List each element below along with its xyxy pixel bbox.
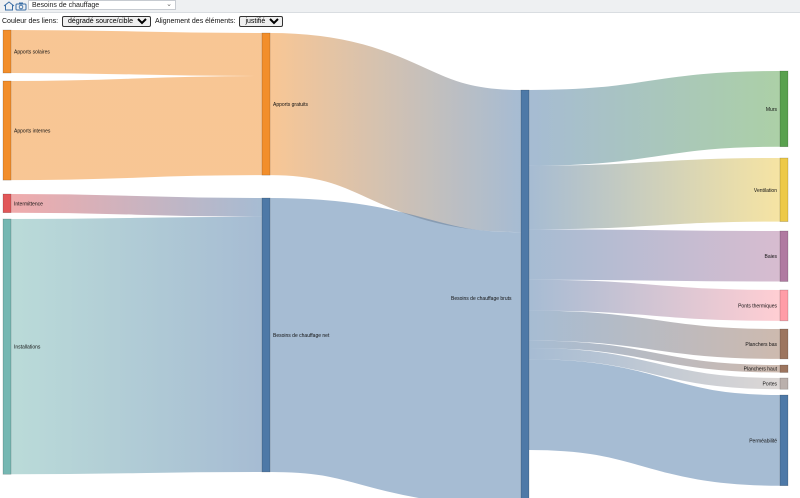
label-besoins_bruts: Besoins de chauffage bruts [451, 296, 512, 302]
label-apports_gratuits: Apports gratuits [273, 102, 309, 108]
chevron-down-icon: ⌄ [166, 1, 172, 8]
link-besoins_net-besoins_bruts[interactable] [268, 198, 523, 498]
link-color-label: Couleur des liens: [2, 18, 59, 25]
view-select[interactable]: Besoins de chauffage ⌄ [28, 0, 176, 10]
link-besoins_bruts-portes[interactable] [528, 348, 781, 390]
label-apports_solaires: Apports solaires [14, 50, 50, 56]
label-baies: Baies [764, 254, 777, 260]
view-select-value: Besoins de chauffage [32, 2, 100, 9]
link-besoins_bruts-baies[interactable] [528, 229, 781, 282]
node-permeabilite[interactable] [779, 394, 789, 486]
link-besoins_bruts-planchers_bas[interactable] [528, 310, 781, 359]
link-besoins_bruts-permeabilite[interactable] [528, 359, 781, 486]
node-planchers_haut[interactable] [779, 364, 789, 373]
link-color-select[interactable]: dégradé source/cible [61, 16, 151, 27]
link-apports_gratuits-besoins_bruts[interactable] [268, 33, 523, 233]
label-portes: Portes [763, 382, 778, 388]
link-besoins_bruts-planchers_haut[interactable] [528, 340, 781, 373]
link-besoins_bruts-ponts_thermiques[interactable] [528, 279, 781, 321]
sankey-labels: Apports solaires Apports internes Intermit… [14, 50, 778, 445]
label-planchers_bas: Planchers bas [745, 342, 777, 348]
node-baies[interactable] [779, 230, 789, 282]
toolbar: Besoins de chauffage ⌄ [0, 0, 800, 13]
label-ponts_thermiques: Ponts thermiques [738, 303, 777, 309]
link-apports_internes-apports_gratuits[interactable] [10, 76, 263, 181]
sankey-links [10, 30, 781, 498]
home-icon[interactable] [3, 1, 15, 11]
node-murs[interactable] [779, 70, 789, 148]
alignment-select[interactable]: justifié [239, 16, 284, 27]
node-apports_solaires[interactable] [2, 29, 12, 74]
camera-icon[interactable] [15, 1, 27, 11]
node-intermittence[interactable] [2, 193, 12, 214]
label-permeabilite: Perméabilité [749, 438, 777, 444]
node-apports_gratuits[interactable] [261, 32, 271, 176]
link-besoins_bruts-ventilation[interactable] [528, 158, 781, 230]
link-besoins_bruts-murs[interactable] [528, 71, 781, 166]
node-besoins_net[interactable] [261, 197, 271, 473]
label-ventilation: Ventilation [754, 188, 777, 194]
label-planchers_haut: Planchers haut [744, 367, 778, 373]
sankey-nodes [2, 29, 789, 498]
label-besoins_net: Besoins de chauffage net [273, 333, 330, 339]
node-installations[interactable] [2, 218, 12, 475]
link-installations-besoins_net[interactable] [10, 216, 263, 475]
node-ventilation[interactable] [779, 157, 789, 222]
node-ponts_thermiques[interactable] [779, 289, 789, 322]
link-apports_solaires-apports_gratuits[interactable] [10, 30, 263, 77]
node-planchers_bas[interactable] [779, 328, 789, 360]
label-intermittence: Intermittence [14, 201, 43, 207]
label-apports_internes: Apports internes [14, 129, 51, 135]
node-apports_internes[interactable] [2, 80, 12, 181]
label-murs: Murs [766, 107, 778, 113]
controls-row: Couleur des liens: dégradé source/cible … [2, 16, 285, 28]
node-portes[interactable] [779, 377, 789, 390]
node-besoins_bruts[interactable] [520, 89, 530, 498]
alignment-label: Alignement des éléments: [154, 18, 236, 25]
label-installations: Installations [14, 345, 41, 351]
link-intermittence-besoins_net[interactable] [10, 194, 263, 217]
